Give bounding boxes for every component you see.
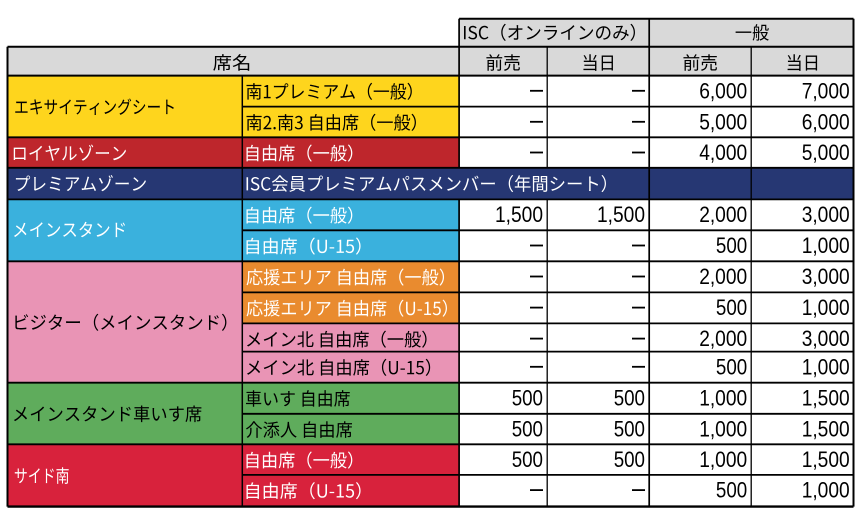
svg-text:1,500: 1,500 bbox=[802, 417, 850, 442]
svg-text:5,000: 5,000 bbox=[699, 109, 747, 134]
svg-text:7,000: 7,000 bbox=[802, 78, 850, 103]
svg-text:2,000: 2,000 bbox=[699, 326, 747, 351]
svg-text:500: 500 bbox=[512, 447, 543, 472]
svg-text:3,000: 3,000 bbox=[802, 202, 850, 227]
svg-text:1,000: 1,000 bbox=[699, 417, 747, 442]
svg-text:500: 500 bbox=[716, 233, 747, 258]
svg-text:6,000: 6,000 bbox=[699, 78, 747, 103]
svg-text:1,000: 1,000 bbox=[699, 447, 747, 472]
svg-text:1,500: 1,500 bbox=[802, 447, 850, 472]
svg-text:1,000: 1,000 bbox=[802, 354, 850, 379]
svg-text:1,500: 1,500 bbox=[597, 202, 645, 227]
svg-text:500: 500 bbox=[614, 417, 645, 442]
svg-text:500: 500 bbox=[716, 295, 747, 320]
svg-text:1,500: 1,500 bbox=[802, 385, 850, 410]
svg-text:6,000: 6,000 bbox=[802, 109, 850, 134]
svg-text:4,000: 4,000 bbox=[699, 140, 747, 165]
svg-text:500: 500 bbox=[614, 447, 645, 472]
svg-text:1,000: 1,000 bbox=[699, 385, 747, 410]
svg-text:2,000: 2,000 bbox=[699, 202, 747, 227]
svg-text:3,000: 3,000 bbox=[802, 264, 850, 289]
svg-text:500: 500 bbox=[512, 385, 543, 410]
svg-text:1,000: 1,000 bbox=[802, 478, 850, 503]
svg-text:2,000: 2,000 bbox=[699, 264, 747, 289]
svg-text:500: 500 bbox=[716, 354, 747, 379]
svg-text:1,000: 1,000 bbox=[802, 233, 850, 258]
svg-text:500: 500 bbox=[512, 417, 543, 442]
svg-text:1,000: 1,000 bbox=[802, 295, 850, 320]
svg-text:500: 500 bbox=[716, 478, 747, 503]
svg-text:5,000: 5,000 bbox=[802, 140, 850, 165]
svg-text:1,500: 1,500 bbox=[495, 202, 543, 227]
svg-text:500: 500 bbox=[614, 385, 645, 410]
svg-text:3,000: 3,000 bbox=[802, 326, 850, 351]
